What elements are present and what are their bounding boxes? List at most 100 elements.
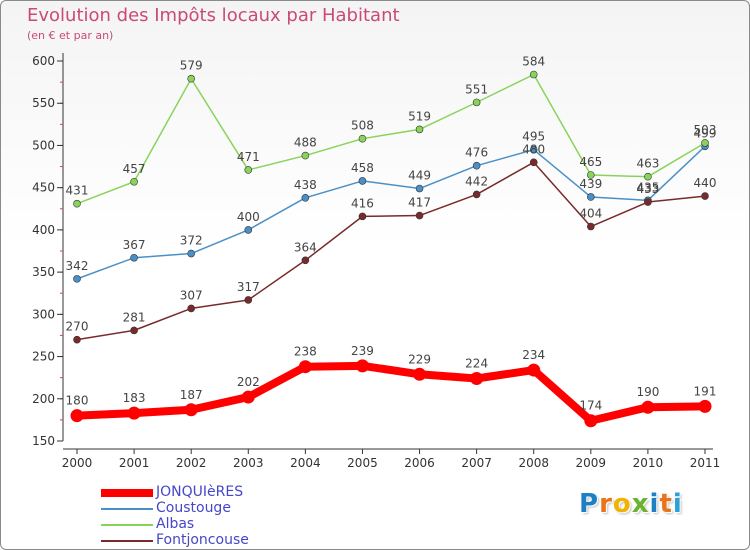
data-label: 400 — [237, 210, 260, 224]
data-point — [301, 256, 310, 265]
data-label: 439 — [579, 177, 602, 191]
chart-subtitle: (en € et par an) — [27, 29, 114, 42]
data-label: 224 — [465, 357, 488, 371]
data-label: 442 — [465, 174, 488, 188]
data-label: 438 — [294, 178, 317, 192]
data-point — [187, 249, 195, 258]
data-label: 234 — [522, 348, 545, 362]
data-point — [644, 198, 652, 206]
data-point — [641, 400, 655, 414]
data-point — [529, 70, 538, 79]
y-tick-label: 350 — [32, 265, 55, 279]
data-point — [127, 406, 141, 420]
data-label: 416 — [351, 196, 374, 210]
data-point — [701, 192, 709, 200]
data-label: 471 — [237, 150, 260, 164]
proxiti-logo: Proxiti — [579, 489, 683, 519]
series-line — [73, 361, 709, 425]
y-tick-label: 450 — [32, 181, 55, 195]
x-tick-label: 2005 — [347, 456, 378, 470]
x-tick-label: 2004 — [290, 456, 321, 470]
data-label: 431 — [66, 184, 89, 198]
logo-letter: t — [659, 489, 673, 519]
data-point — [73, 199, 81, 208]
data-point — [244, 296, 253, 304]
data-label: 202 — [237, 375, 260, 389]
data-label: 367 — [123, 238, 146, 252]
data-point — [470, 372, 484, 386]
series-line — [76, 161, 706, 341]
data-point — [698, 399, 712, 413]
data-label: 458 — [351, 161, 374, 175]
data-label: 551 — [465, 82, 488, 96]
series-albas: 431 457 579 471 488 508 519 551 584 465 463 503 — [66, 55, 717, 208]
y-tick-label: 250 — [32, 350, 55, 364]
legend-label: JONQUIèRES — [156, 484, 244, 500]
logo-letter: o — [612, 489, 632, 519]
data-label: 495 — [522, 130, 545, 144]
logo-letter: i — [649, 489, 660, 519]
legend-swatch — [101, 524, 153, 526]
y-tick-label: 300 — [32, 307, 55, 321]
data-label: 183 — [123, 391, 146, 405]
data-label: 372 — [180, 234, 203, 248]
data-point — [130, 177, 138, 186]
data-point — [529, 158, 538, 167]
chart-title: Evolution des Impôts locaux par Habitant — [27, 5, 400, 26]
data-label: 519 — [408, 109, 431, 123]
x-tick-label: 2010 — [633, 456, 664, 470]
data-label: 174 — [579, 399, 602, 413]
x-tick-label: 2000 — [62, 456, 93, 470]
y-tick-label: 550 — [32, 96, 55, 110]
data-label: 404 — [579, 207, 602, 221]
data-point — [301, 151, 310, 160]
data-label: 435 — [636, 180, 659, 194]
data-point — [298, 360, 312, 374]
data-label: 499 — [694, 126, 717, 140]
data-label: 440 — [694, 176, 717, 190]
data-point — [587, 171, 595, 179]
data-label: 342 — [66, 259, 89, 273]
data-point — [187, 304, 195, 313]
data-point — [527, 363, 541, 377]
data-point — [587, 222, 595, 231]
data-label: 465 — [579, 155, 602, 169]
data-label: 449 — [408, 169, 431, 183]
series-line — [76, 73, 706, 205]
legend-label: Coustouge — [156, 500, 231, 516]
legend-label: Albas — [156, 516, 195, 532]
legend-swatch — [101, 540, 153, 542]
data-point — [472, 98, 481, 107]
data-point — [472, 190, 481, 199]
data-point — [415, 211, 424, 220]
data-point — [584, 414, 598, 428]
data-point — [472, 161, 481, 170]
data-point — [358, 177, 367, 185]
data-point — [70, 409, 84, 423]
series-line — [76, 145, 706, 280]
series-jonqui-res: 180 183 187 202 238 239 229 224 234 174 190 191 — [66, 344, 716, 428]
data-point — [73, 335, 81, 344]
y-tick-label: 500 — [32, 138, 55, 152]
data-label: 584 — [522, 55, 545, 69]
data-point — [358, 212, 367, 221]
axes: 150 200 250 300 350 400 450 500 550 600 2000 2001 20… — [32, 53, 720, 470]
data-label: 239 — [351, 344, 374, 358]
data-point — [415, 125, 424, 134]
data-label: 463 — [636, 157, 659, 171]
data-point — [529, 145, 538, 154]
data-label: 190 — [636, 385, 659, 399]
data-label: 229 — [408, 352, 431, 366]
data-label: 433 — [636, 182, 659, 196]
data-label: 503 — [694, 123, 717, 137]
data-point — [701, 139, 709, 147]
x-tick-label: 2006 — [404, 456, 435, 470]
data-label: 457 — [123, 162, 146, 176]
data-point — [187, 74, 195, 83]
series-fontjoncouse: 270 281 307 317 364 416 417 442 480 404 433 440 — [66, 142, 717, 344]
x-tick-label: 2009 — [576, 456, 607, 470]
data-point — [244, 166, 253, 174]
data-point — [358, 134, 367, 143]
y-tick-label: 150 — [32, 434, 55, 448]
